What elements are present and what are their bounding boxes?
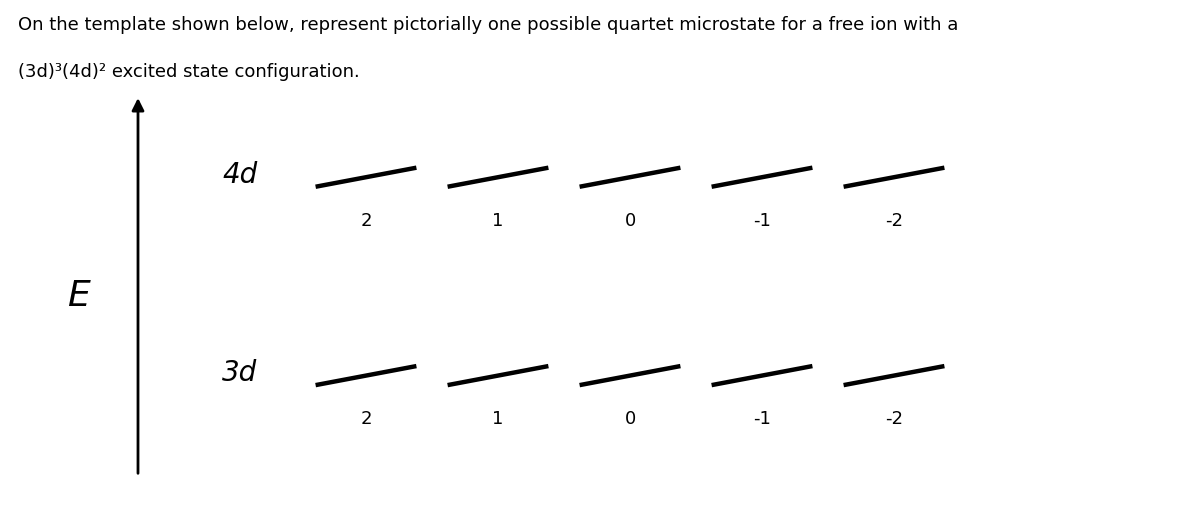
Text: 3d: 3d: [222, 359, 258, 387]
Text: (3d)³(4d)² excited state configuration.: (3d)³(4d)² excited state configuration.: [18, 63, 360, 81]
Text: -1: -1: [754, 212, 770, 230]
Text: 2: 2: [360, 410, 372, 428]
Text: -2: -2: [886, 410, 904, 428]
Text: E: E: [66, 279, 90, 313]
Text: -2: -2: [886, 212, 904, 230]
Text: On the template shown below, represent pictorially one possible quartet microsta: On the template shown below, represent p…: [18, 16, 959, 34]
Text: -1: -1: [754, 410, 770, 428]
Text: 0: 0: [624, 410, 636, 428]
Text: 1: 1: [492, 410, 504, 428]
Text: 2: 2: [360, 212, 372, 230]
Text: 4d: 4d: [222, 161, 258, 188]
Text: 0: 0: [624, 212, 636, 230]
Text: 1: 1: [492, 212, 504, 230]
